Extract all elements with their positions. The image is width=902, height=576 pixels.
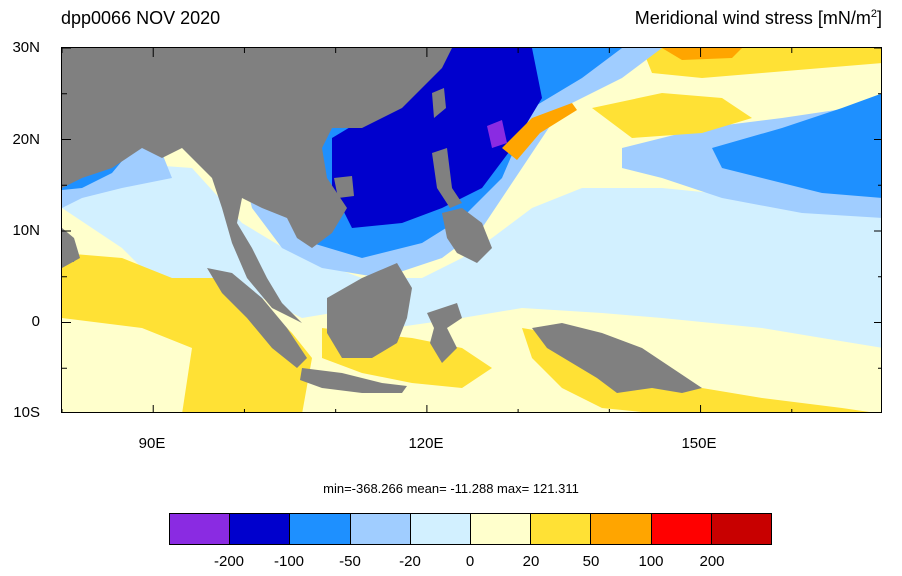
variable-title: Meridional wind stress [mN/m2] <box>635 8 882 29</box>
colorbar-box <box>170 514 231 544</box>
colorbar-label: 200 <box>699 553 725 570</box>
band-pos-indian <box>62 253 312 412</box>
wind-stress-map <box>62 48 881 412</box>
lat-label-10n: 10N <box>12 222 40 239</box>
colorbar-box <box>290 514 351 544</box>
colorbar-label: 20 <box>522 553 540 570</box>
lon-label-120e: 120E <box>408 435 444 452</box>
colorbar-label: -200 <box>213 553 245 570</box>
land-sumatra <box>207 268 307 368</box>
band-very-strong-neg-taiwan <box>487 120 507 148</box>
colorbar <box>169 513 772 545</box>
variable-title-exponent: 2 <box>870 8 877 20</box>
colorbar-label: -50 <box>339 553 361 570</box>
band-pos-kuroshio <box>502 103 577 160</box>
colorbar-label: -100 <box>273 553 305 570</box>
colorbar-box <box>410 514 472 544</box>
colorbar-label: 100 <box>638 553 664 570</box>
map-panel <box>61 47 882 413</box>
colorbar-label: 0 <box>465 553 475 570</box>
colorbar-box <box>591 514 652 544</box>
land-masses <box>62 48 702 393</box>
statistics-text: min=-368.266 mean= -11.288 max= 121.311 <box>323 481 579 496</box>
variable-title-bracket: ] <box>876 8 882 28</box>
land-taiwan <box>432 88 446 118</box>
lon-label-150e: 150E <box>681 435 717 452</box>
land-sulawesi <box>427 303 462 363</box>
lat-label-20n: 20N <box>12 131 40 148</box>
colorbar-box <box>711 514 772 544</box>
colorbar-box <box>651 514 712 544</box>
lon-label-90e: 90E <box>138 435 166 452</box>
lat-label-30n: 30N <box>12 39 40 56</box>
variable-title-text: Meridional wind stress [mN/m <box>634 8 871 28</box>
land-borneo <box>327 263 412 358</box>
band-pos-central <box>592 93 752 138</box>
land-sri-lanka <box>64 243 76 262</box>
band-neg-east <box>712 93 881 198</box>
map-title: dpp0066 NOV 2020 <box>61 8 221 28</box>
land-luzon <box>432 148 462 208</box>
land-java <box>300 368 407 393</box>
colorbar-label: -20 <box>399 553 421 570</box>
lat-label-10s: 10S <box>13 404 40 421</box>
colorbar-box <box>350 514 411 544</box>
colorbar-box <box>531 514 592 544</box>
land-asia-mainland <box>62 48 452 323</box>
colorbar-label: 50 <box>582 553 600 570</box>
colorbar-box <box>230 514 291 544</box>
colorbar-box <box>471 514 532 544</box>
land-new-guinea <box>532 323 702 393</box>
lat-label-0: 0 <box>31 313 40 330</box>
land-philippines-south <box>442 208 492 263</box>
band-strong-pos-northeast <box>662 48 742 60</box>
land-hainan <box>334 176 354 198</box>
band-strong-neg-scs <box>332 48 542 228</box>
